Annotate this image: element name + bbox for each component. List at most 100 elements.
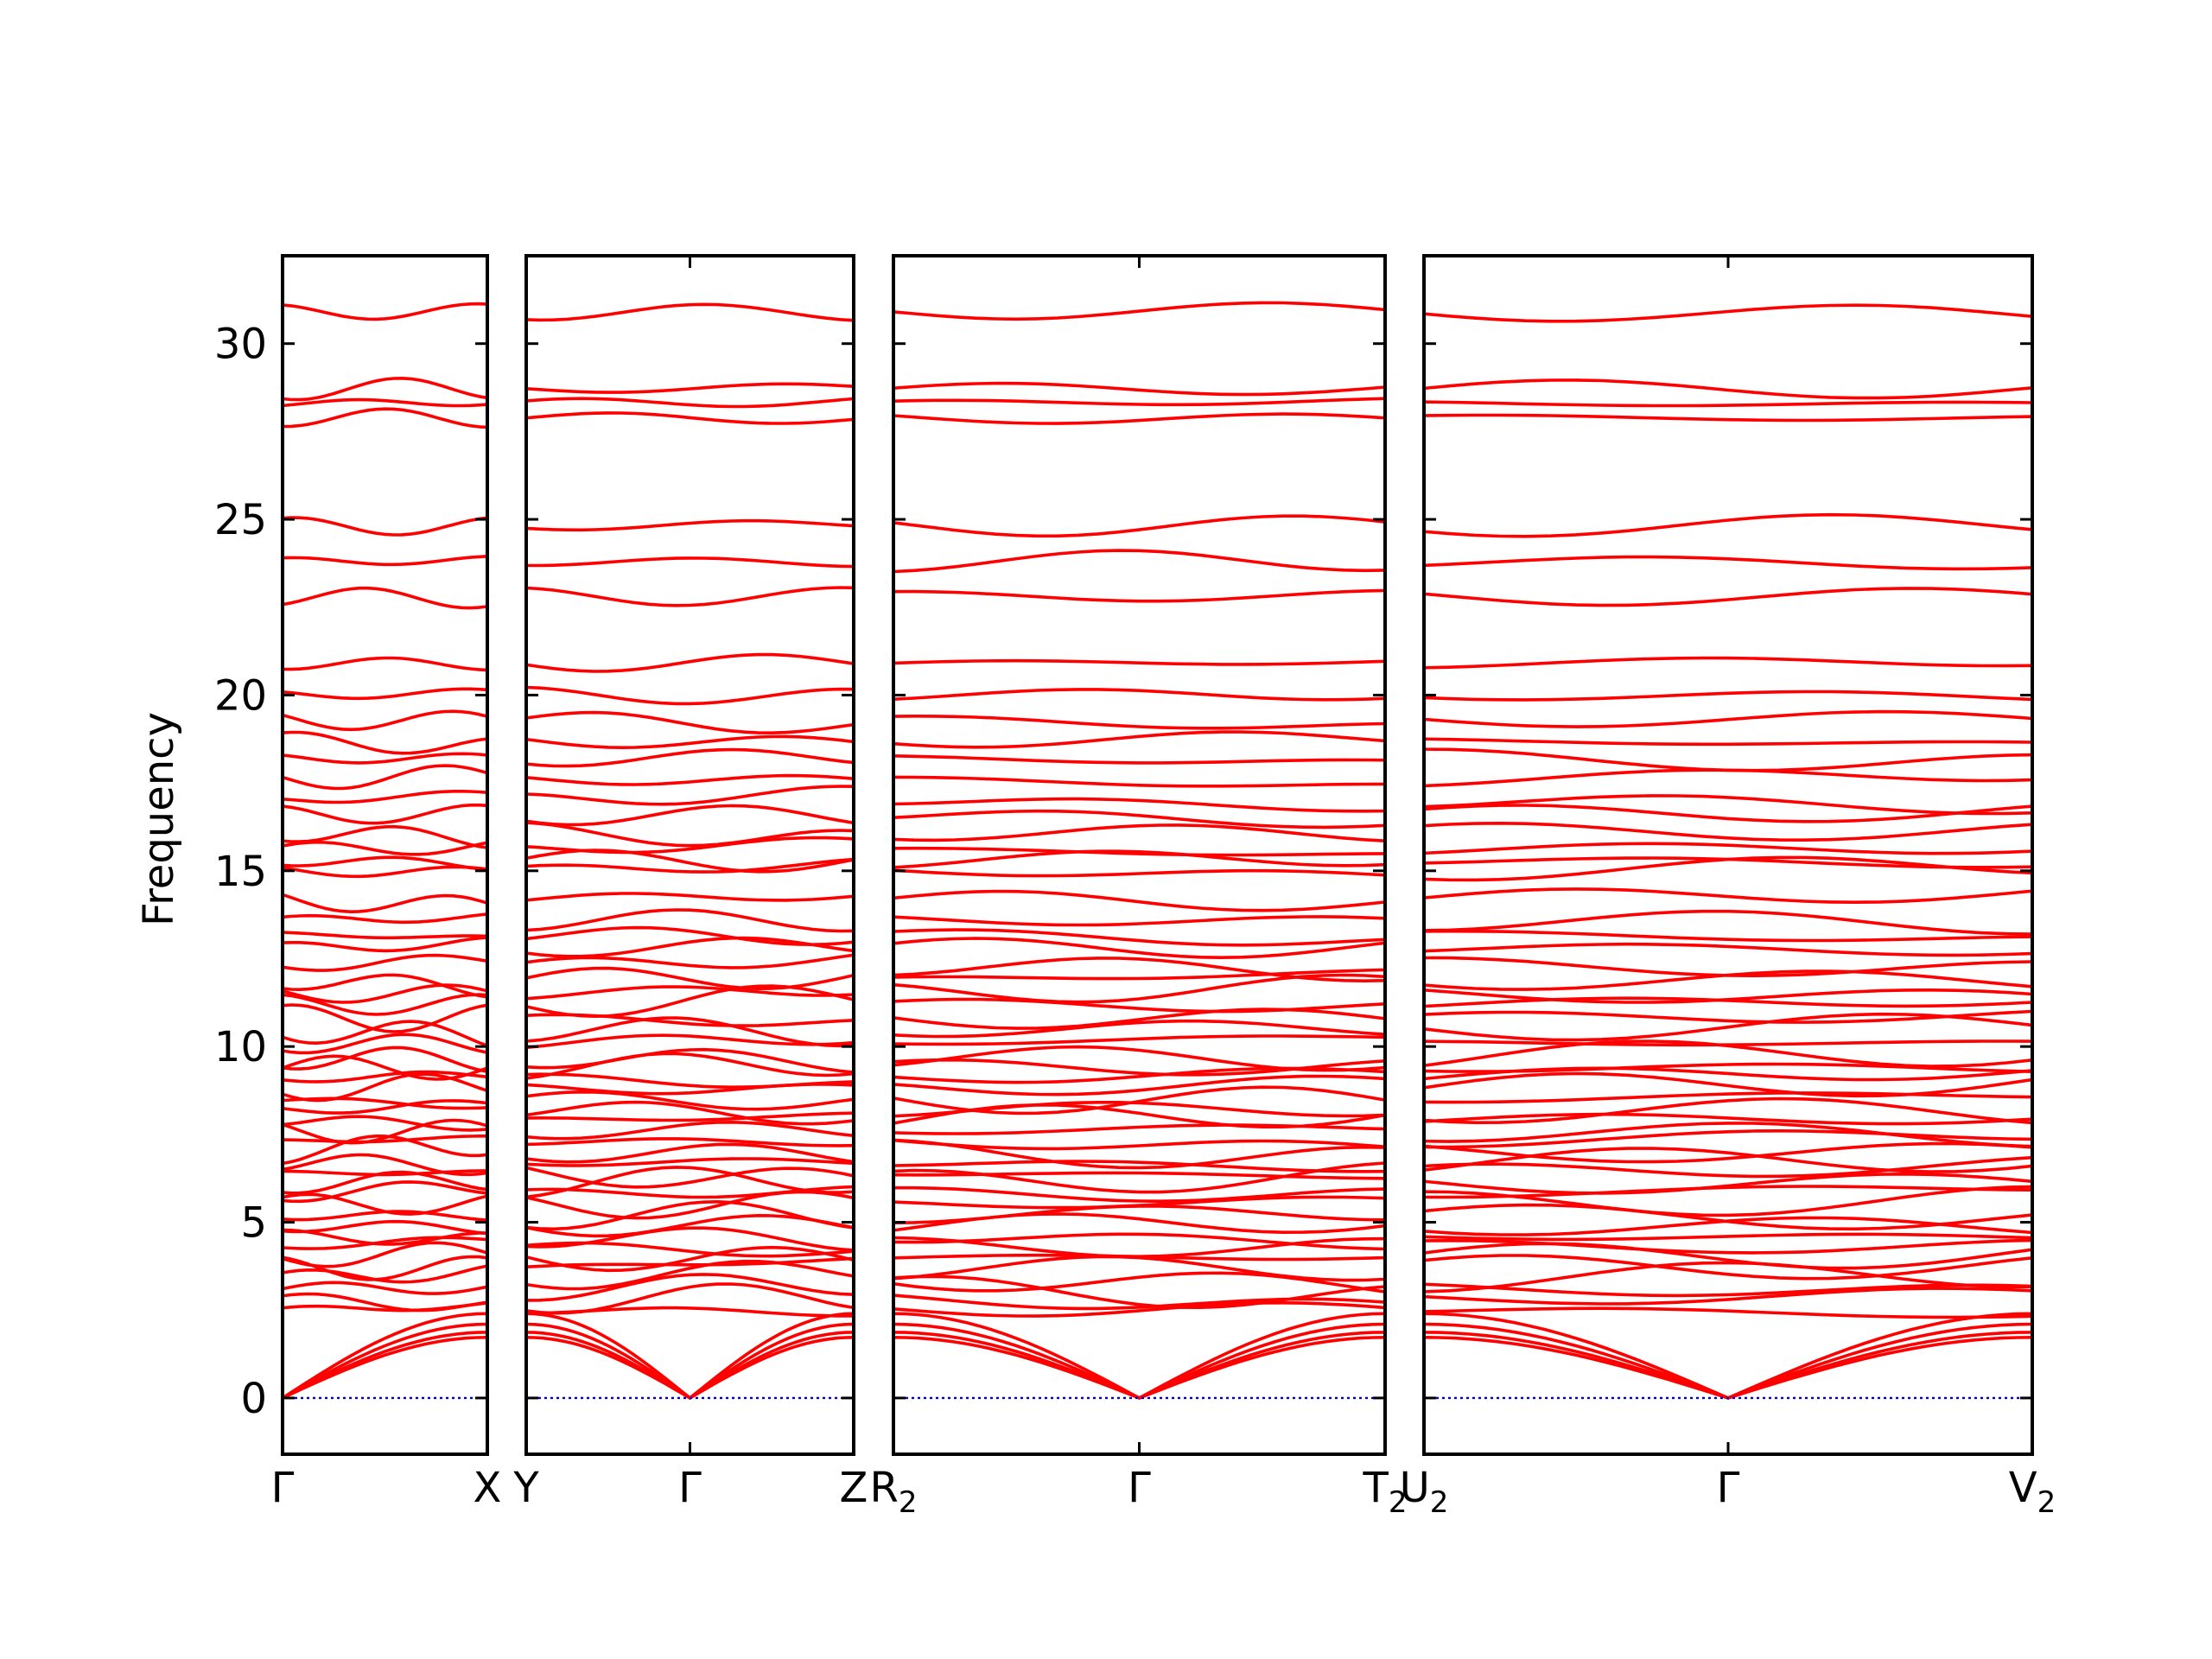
band-line <box>1424 1216 2032 1236</box>
band-line <box>893 1161 1385 1194</box>
band-line <box>1424 512 2032 538</box>
acoustic-branch <box>1726 1312 2032 1400</box>
band-line <box>893 1236 1385 1258</box>
band-line <box>893 658 1385 666</box>
band-line <box>1424 1012 2032 1042</box>
band-line <box>893 1034 1385 1046</box>
band-line <box>283 1072 487 1103</box>
band-line <box>283 516 487 537</box>
band-line <box>526 1121 854 1141</box>
band-line <box>283 1170 487 1195</box>
band-line <box>526 586 854 607</box>
band-line <box>283 931 487 940</box>
band-line <box>1424 1261 2032 1294</box>
band-line <box>283 302 487 321</box>
band-line <box>1424 1232 2032 1242</box>
band-line <box>526 1142 854 1164</box>
x-tick-label: V2 <box>2009 1464 2056 1520</box>
band-line <box>526 1273 854 1302</box>
band-line <box>1424 942 2032 957</box>
band-line <box>283 586 487 610</box>
band-line <box>283 824 487 849</box>
band-line <box>893 968 1385 981</box>
band-line <box>1424 737 2032 747</box>
band-line <box>526 382 854 394</box>
band-line <box>526 1256 854 1268</box>
band-line <box>283 407 487 429</box>
band-line <box>1424 1009 2032 1024</box>
y-tick-label: 10 <box>214 1023 267 1071</box>
band-line <box>526 1137 854 1147</box>
band-line <box>526 1306 854 1318</box>
band-line <box>893 730 1385 749</box>
band-line <box>893 1255 1385 1282</box>
band-line <box>1424 1238 2032 1255</box>
band-line <box>893 1185 1385 1203</box>
band-line <box>283 1070 487 1084</box>
band-line <box>1424 747 2032 772</box>
band-line <box>1424 855 2032 882</box>
band-line <box>283 1115 487 1132</box>
band-line <box>526 1016 854 1048</box>
band-line <box>283 1135 487 1166</box>
band-line <box>526 966 854 990</box>
y-tick-label: 15 <box>214 848 267 896</box>
band-line <box>283 1228 487 1246</box>
band-line <box>893 549 1385 574</box>
band-line <box>283 1033 487 1055</box>
band-line <box>526 652 854 673</box>
band-line <box>283 1180 487 1204</box>
band-line <box>893 715 1385 730</box>
band-line <box>526 556 854 569</box>
band-line <box>283 1264 487 1284</box>
band-line <box>283 764 487 791</box>
band-line <box>283 936 487 953</box>
band-line <box>283 1118 487 1145</box>
band-line <box>1424 1071 2032 1098</box>
band-line <box>893 928 1385 947</box>
band-line <box>283 1003 487 1033</box>
acoustic-branch <box>283 1312 487 1400</box>
band-line <box>283 1020 487 1047</box>
band-line <box>1424 1306 2032 1319</box>
panel-4: U2 Γ V2 <box>1400 254 2056 1520</box>
band-line <box>1424 400 2032 408</box>
band-line <box>1424 1129 2032 1149</box>
band-line <box>893 1160 1385 1173</box>
band-line <box>893 846 1385 857</box>
acoustic-branch <box>1137 1312 1385 1400</box>
acoustic-branch <box>1424 1336 1730 1400</box>
y-tick-label: 30 <box>214 321 267 369</box>
band-line <box>893 809 1385 830</box>
band-line <box>893 823 1385 842</box>
x-tick-label: Γ <box>1717 1464 1740 1512</box>
band-line <box>1424 804 2032 823</box>
band-line <box>1424 1185 2032 1217</box>
band-line <box>283 912 487 925</box>
band-line <box>893 1271 1385 1294</box>
band-line <box>1424 956 2032 977</box>
y-tick-label: 0 <box>240 1375 267 1423</box>
band-line <box>1424 1091 2032 1104</box>
band-line <box>526 734 854 749</box>
acoustic-branch <box>1424 1322 1730 1400</box>
band-line <box>283 397 487 408</box>
band-line <box>1424 969 2032 991</box>
acoustic-branch <box>283 1322 487 1400</box>
band-line <box>893 849 1385 869</box>
band-line <box>893 915 1385 927</box>
band-line <box>526 1100 854 1126</box>
band-line <box>893 301 1385 321</box>
band-line <box>283 687 487 701</box>
x-tick-label: Γ <box>678 1464 702 1512</box>
band-line <box>526 984 854 1018</box>
band-line <box>283 1210 487 1222</box>
y-axis-title: Frequency <box>135 712 183 926</box>
bands-group <box>283 302 487 1400</box>
band-line <box>893 381 1385 397</box>
band-line <box>1424 1147 2032 1173</box>
band-line <box>283 790 487 804</box>
acoustic-branch <box>688 1312 854 1400</box>
band-line <box>283 1281 487 1295</box>
